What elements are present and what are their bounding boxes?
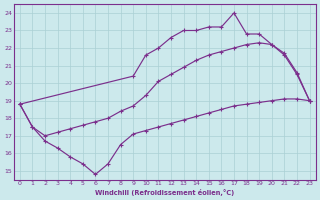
X-axis label: Windchill (Refroidissement éolien,°C): Windchill (Refroidissement éolien,°C)	[95, 189, 234, 196]
